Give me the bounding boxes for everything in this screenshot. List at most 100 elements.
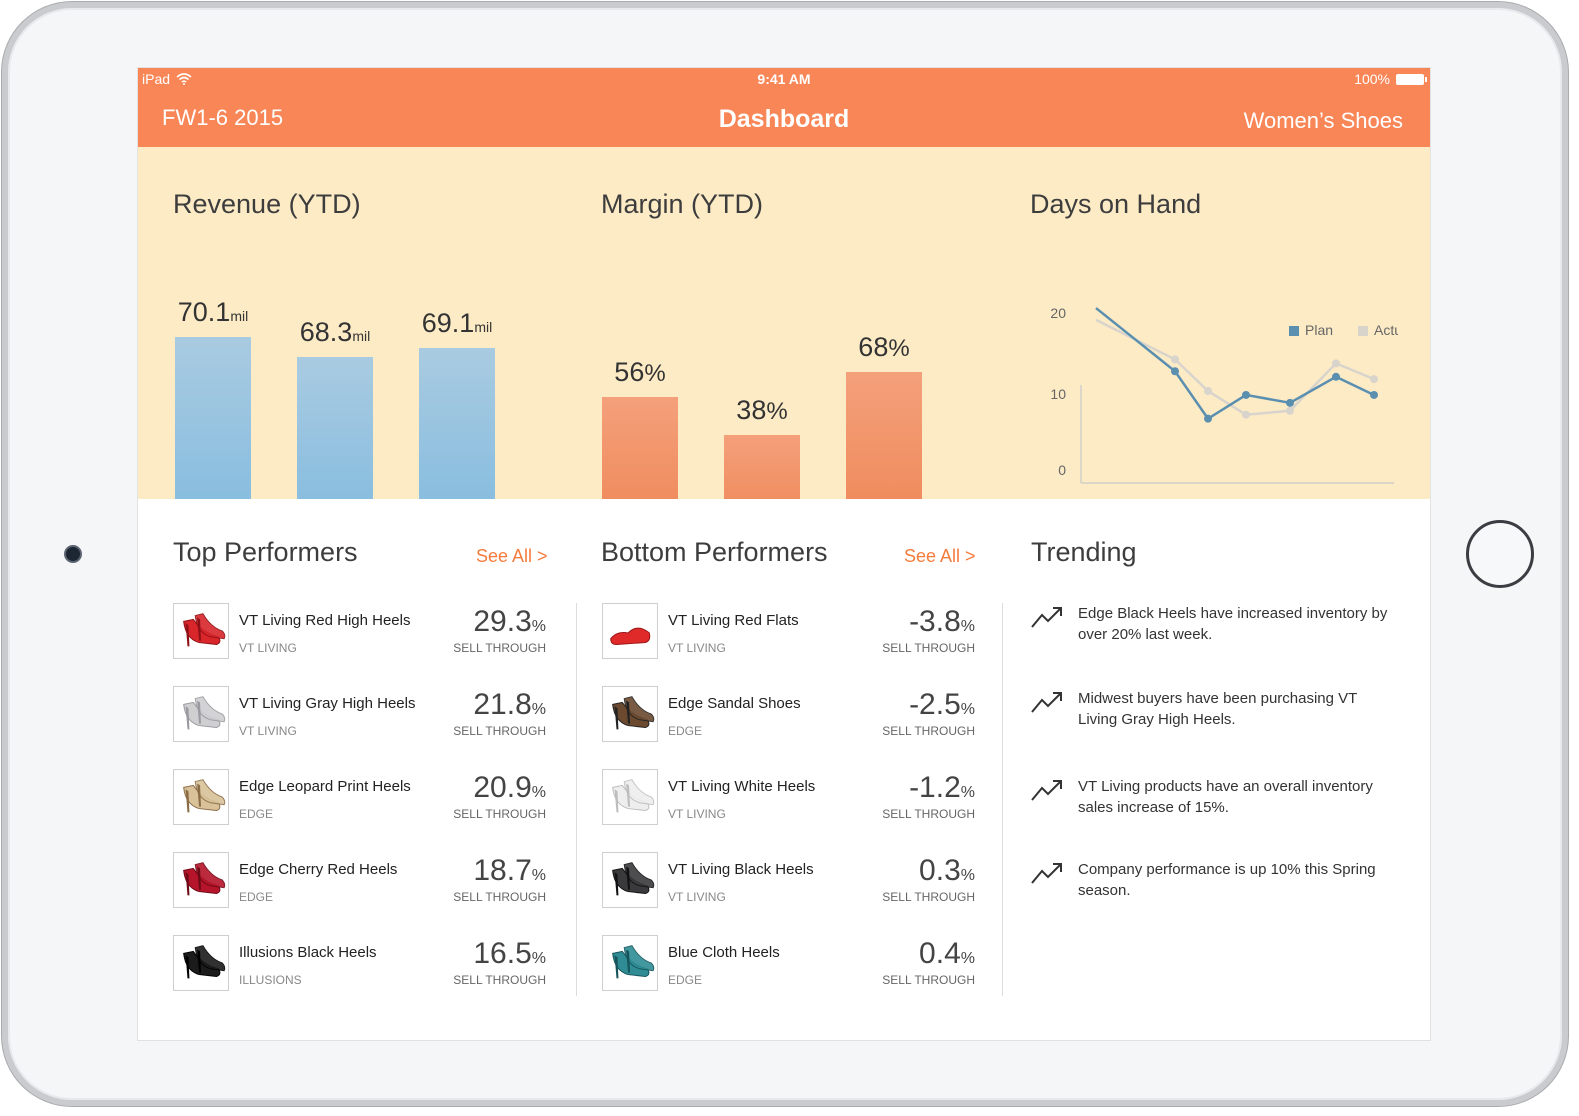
page-title: Dashboard [718,105,850,133]
metric-label: SELL THROUGH [453,973,546,987]
data-point-plan [1204,414,1212,423]
y-tick-label: 20 [1050,305,1066,321]
top-performers-title: Top Performers [173,537,358,567]
data-point-actual [1286,406,1294,415]
battery-percent: 100% [1354,71,1390,87]
bar-value-label: 56% [614,357,666,387]
product-brand: VT LIVING [668,890,726,904]
product-brand: EDGE [239,890,274,904]
metric-label: SELL THROUGH [453,807,546,821]
bar-actual [419,348,495,515]
product-name: VT Living Black Heels [668,861,814,878]
sell-through-value: -1.2% [909,771,975,804]
performer-row[interactable]: VT Living Red High Heels VT LIVING 29.3%… [173,603,546,663]
product-name: VT Living Gray High Heels [239,695,416,712]
bar-last-year [175,337,251,515]
front-camera [64,545,82,563]
sell-through-value: 21.8% [473,688,546,721]
performer-row[interactable]: Edge Sandal Shoes EDGE -2.5% SELL THROUG… [602,686,975,746]
bottom-performers-see-all[interactable]: See All > [904,546,976,566]
bottom-performers-title: Bottom Performers [601,537,828,567]
bar-last-year [602,397,678,515]
trending-text: Company performance is up 10% this Sprin… [1078,861,1376,899]
performer-row[interactable]: VT Living Black Heels VT LIVING 0.3% SEL… [602,852,975,912]
trending-up-icon [1031,863,1062,884]
product-name: Edge Sandal Shoes [668,695,801,712]
product-thumbnail [173,769,229,825]
metric-label: SELL THROUGH [453,724,546,738]
performer-row[interactable]: VT Living Red Flats VT LIVING -3.8% SELL… [602,603,975,663]
trending-item[interactable]: Edge Black Heels have increased inventor… [1030,603,1400,653]
trending-text: Midwest buyers have been purchasing VT L… [1078,690,1358,728]
performer-row[interactable]: Blue Cloth Heels EDGE 0.4% SELL THROUGH [602,935,975,995]
data-point-actual [1370,375,1378,384]
days-on-hand-chart: 20100FW1FW6PlanActual [1050,305,1398,484]
revenue-title: Revenue (YTD) [173,189,361,219]
legend-label-plan: Plan [1305,322,1333,338]
home-button[interactable] [1466,520,1534,588]
trending-up-icon [1031,607,1062,628]
metric-label: SELL THROUGH [882,724,975,738]
product-thumbnail [602,935,658,991]
category-selector[interactable]: Women’s Shoes [1243,108,1403,133]
sell-through-value: 20.9% [473,771,546,804]
product-thumbnail [173,852,229,908]
trending-text: Edge Black Heels have increased inventor… [1078,605,1388,643]
product-thumbnail [173,935,229,991]
lower-panel: Top Performers See All > VT Living Red H… [138,499,1430,1040]
status-battery: 100% [1354,71,1427,87]
product-thumbnail [173,603,229,659]
wifi-icon [176,73,192,85]
trending-item[interactable]: Midwest buyers have been purchasing VT L… [1030,688,1400,738]
product-brand: VT LIVING [239,724,297,738]
performer-row[interactable]: VT Living Gray High Heels VT LIVING 21.8… [173,686,546,746]
performer-row[interactable]: VT Living White Heels VT LIVING -1.2% SE… [602,769,975,829]
top-performers-see-all[interactable]: See All > [476,546,548,566]
performer-row[interactable]: Illusions Black Heels ILLUSIONS 16.5% SE… [173,935,546,995]
bar-value-label: 68% [858,332,910,362]
product-name: Edge Leopard Print Heels [239,778,411,795]
data-point-actual [1204,387,1212,395]
product-name: VT Living Red High Heels [239,612,411,629]
legend-label-actual: Actual [1374,322,1398,338]
bar-value-label: 68.3mil [299,317,371,347]
bar-value-label: 69.1mil [421,308,493,338]
column-divider [1002,603,1003,996]
summary-panel: Revenue (YTD) 70.1milLast Year68.3milPla… [138,147,1430,548]
y-tick-label: 0 [1058,462,1066,478]
bar-actual [846,372,922,515]
trending-item[interactable]: VT Living products have an overall inven… [1030,776,1400,826]
performer-row[interactable]: Edge Cherry Red Heels EDGE 18.7% SELL TH… [173,852,546,912]
legend-swatch-plan [1289,326,1299,336]
product-thumbnail [602,769,658,825]
product-thumbnail [602,603,658,659]
performer-row[interactable]: Edge Leopard Print Heels EDGE 20.9% SELL… [173,769,546,829]
nav-bar: iPad 9:41 AM 100% FW1-6 2015 Dashboard W… [138,68,1430,147]
metric-label: SELL THROUGH [882,973,975,987]
product-name: Illusions Black Heels [239,944,377,961]
metric-label: SELL THROUGH [453,641,546,655]
status-time: 9:41 AM [757,71,811,87]
data-point-plan [1171,367,1179,376]
product-brand: ILLUSIONS [239,973,302,987]
period-selector[interactable]: FW1-6 2015 [162,105,284,130]
metric-label: SELL THROUGH [882,641,975,655]
y-tick-label: 10 [1050,386,1066,402]
product-thumbnail [602,852,658,908]
data-point-plan [1286,398,1294,407]
trending-up-icon [1031,780,1062,801]
data-point-actual [1242,410,1250,419]
product-thumbnail [173,686,229,742]
data-point-plan [1370,390,1378,399]
bar-plan [297,357,373,515]
product-thumbnail [602,686,658,742]
trending-item[interactable]: Company performance is up 10% this Sprin… [1030,859,1400,909]
sell-through-value: 16.5% [473,937,546,970]
trending-text: VT Living products have an overall inven… [1078,778,1373,816]
bar-value-label: 70.1mil [177,297,249,327]
data-point-actual [1171,355,1179,364]
trending-title: Trending [1031,537,1137,567]
sell-through-value: 0.4% [919,937,975,970]
product-brand: EDGE [239,807,274,821]
product-brand: VT LIVING [239,641,297,655]
